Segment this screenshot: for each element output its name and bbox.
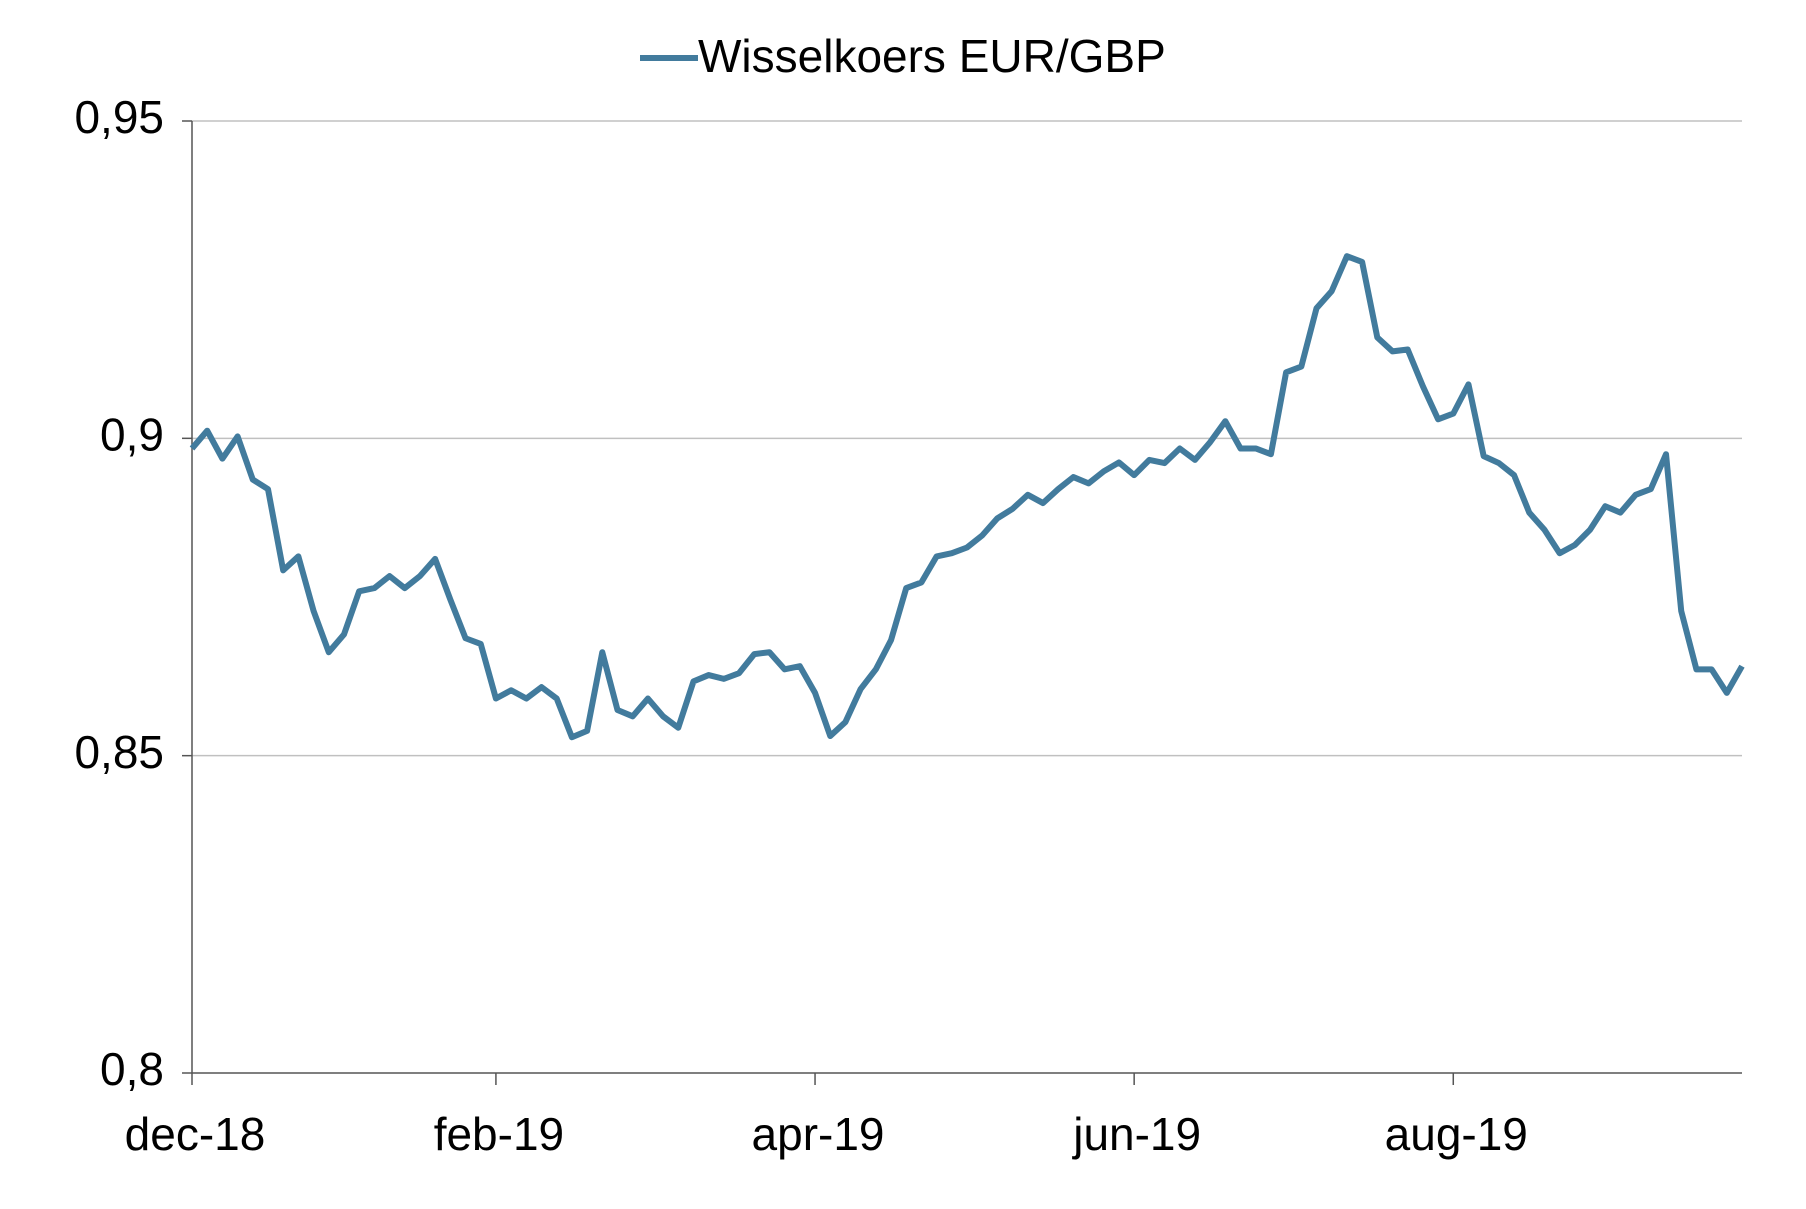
- y-tick-label: 0,9: [100, 408, 164, 460]
- data-line: [189, 253, 1745, 741]
- legend-label: Wisselkoers EUR/GBP: [698, 30, 1166, 82]
- x-tick-label: jun-19: [1071, 1108, 1201, 1160]
- x-tick-label: feb-19: [434, 1108, 564, 1160]
- y-tick-label: 0,85: [74, 726, 164, 778]
- y-tick-label: 0,95: [74, 91, 164, 143]
- x-tick-label: dec-18: [125, 1108, 266, 1160]
- x-tick-label: aug-19: [1385, 1108, 1528, 1160]
- y-tick-label: 0,8: [100, 1043, 164, 1095]
- x-tick-label: apr-19: [752, 1108, 885, 1160]
